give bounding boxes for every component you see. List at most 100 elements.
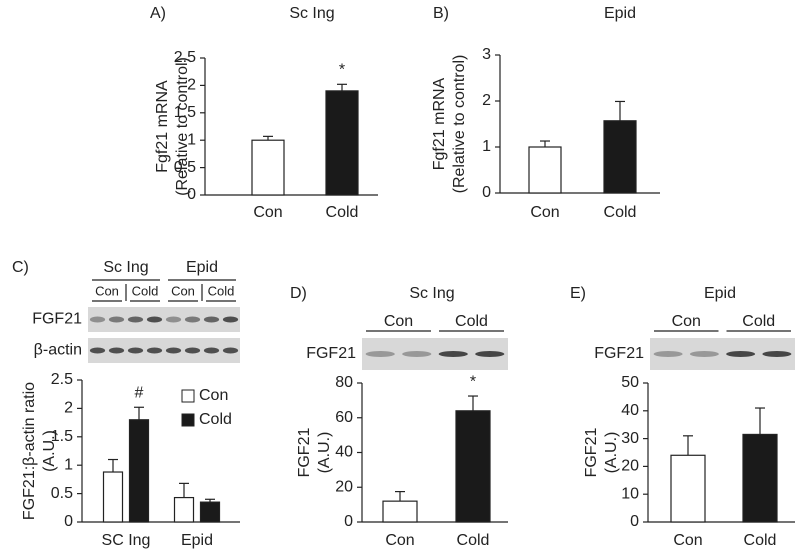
blot-row-label: β-actin	[34, 342, 82, 359]
blot-band	[762, 351, 792, 357]
lane-label: Con	[95, 283, 119, 298]
y-tick-label: 0	[482, 184, 491, 201]
blot-band	[222, 316, 239, 323]
blot-band	[127, 316, 144, 323]
lane-label: Cold	[742, 313, 775, 330]
y-tick-label: 1.5	[51, 428, 73, 445]
x-tick-label: Con	[673, 532, 702, 549]
panel-label: A)	[150, 5, 166, 22]
lane-label: Cold	[208, 283, 235, 298]
y-axis-label: Fgf21 mRNA	[154, 80, 171, 173]
x-tick-label: Con	[253, 204, 282, 221]
y-tick-label: 50	[621, 374, 639, 391]
bar	[102, 471, 124, 523]
y-tick-label: 20	[621, 458, 639, 475]
significance-mark: #	[135, 384, 144, 401]
x-tick-label: Con	[385, 532, 414, 549]
legend-label: Con	[199, 387, 228, 404]
y-tick-label: 40	[335, 444, 353, 461]
y-tick-label: 1	[187, 131, 196, 148]
blot-band	[184, 316, 201, 323]
y-axis-label: (A.U.)	[603, 432, 620, 474]
lane-label: Con	[672, 313, 701, 330]
blot-band	[89, 347, 106, 354]
y-tick-label: 0	[187, 186, 196, 203]
x-tick-label: Epid	[181, 532, 213, 549]
y-tick-label: 10	[621, 485, 639, 502]
lane-label: Cold	[455, 313, 488, 330]
y-tick-label: 2.5	[174, 49, 196, 66]
y-tick-label: 60	[335, 409, 353, 426]
blot-band	[689, 351, 719, 357]
lane-label: Con	[384, 313, 413, 330]
panel-label: D)	[290, 285, 307, 302]
blot-band	[222, 347, 239, 354]
y-tick-label: 40	[621, 402, 639, 419]
blot-band	[108, 316, 125, 323]
y-tick-label: 2.5	[51, 371, 73, 388]
blot-band	[203, 347, 220, 354]
bar	[251, 139, 285, 196]
y-tick-label: 2	[187, 77, 196, 94]
bar	[325, 90, 359, 196]
lane-label: Con	[171, 283, 195, 298]
y-tick-label: 2	[64, 400, 73, 417]
y-tick-label: 0.5	[174, 159, 196, 176]
blot-row-label: FGF21	[306, 345, 356, 362]
panel-title: Epid	[704, 285, 736, 302]
blot-band	[475, 351, 505, 357]
blot-row-label: FGF21	[594, 345, 644, 362]
blot-row-label: FGF21	[32, 311, 82, 328]
y-axis-label: FGF21	[296, 428, 313, 478]
y-axis-label: (A.U.)	[41, 430, 58, 472]
y-tick-label: 0	[344, 513, 353, 530]
x-tick-label: Cold	[457, 532, 490, 549]
bar	[382, 500, 418, 523]
blot-band	[203, 316, 220, 323]
bar	[670, 454, 706, 523]
legend-swatch	[181, 413, 195, 427]
blot-band	[89, 316, 106, 323]
blot-band	[165, 347, 182, 354]
panel-title: Sc Ing	[289, 5, 334, 22]
blot-band	[438, 351, 468, 357]
bar	[128, 419, 150, 523]
lane-label: Cold	[132, 283, 159, 298]
panel-label: B)	[433, 5, 449, 22]
blot-band	[146, 347, 163, 354]
blot-band	[184, 347, 201, 354]
bar	[528, 146, 562, 194]
y-tick-label: 30	[621, 430, 639, 447]
y-axis-label: Fgf21 mRNA	[431, 77, 448, 170]
blot-band	[365, 351, 395, 357]
x-tick-label: Cold	[744, 532, 777, 549]
y-axis-label: (A.U.)	[316, 432, 333, 474]
legend-label: Cold	[199, 411, 232, 428]
bar	[455, 410, 491, 523]
significance-mark: *	[339, 62, 345, 79]
y-axis-label: FGF21:β-actin ratio	[21, 382, 38, 520]
y-tick-label: 0.5	[51, 485, 73, 502]
bar	[742, 433, 778, 523]
legend-swatch	[181, 389, 195, 403]
blot-group-label: Epid	[186, 259, 218, 276]
y-tick-label: 1.5	[174, 104, 196, 121]
blot-band	[108, 347, 125, 354]
x-tick-label: SC Ing	[102, 532, 151, 549]
y-tick-label: 2	[482, 92, 491, 109]
y-tick-label: 20	[335, 478, 353, 495]
significance-mark: *	[470, 373, 476, 390]
y-tick-label: 0	[64, 513, 73, 530]
panel-title: Sc Ing	[409, 285, 454, 302]
blot-band	[127, 347, 144, 354]
panel-title: Epid	[604, 5, 636, 22]
y-tick-label: 0	[630, 513, 639, 530]
y-tick-label: 1	[482, 138, 491, 155]
bar	[603, 120, 637, 194]
y-axis-label: (Relative to control)	[174, 57, 191, 196]
x-tick-label: Con	[530, 204, 559, 221]
bar	[173, 496, 195, 523]
x-tick-label: Cold	[326, 204, 359, 221]
blot-band	[726, 351, 756, 357]
